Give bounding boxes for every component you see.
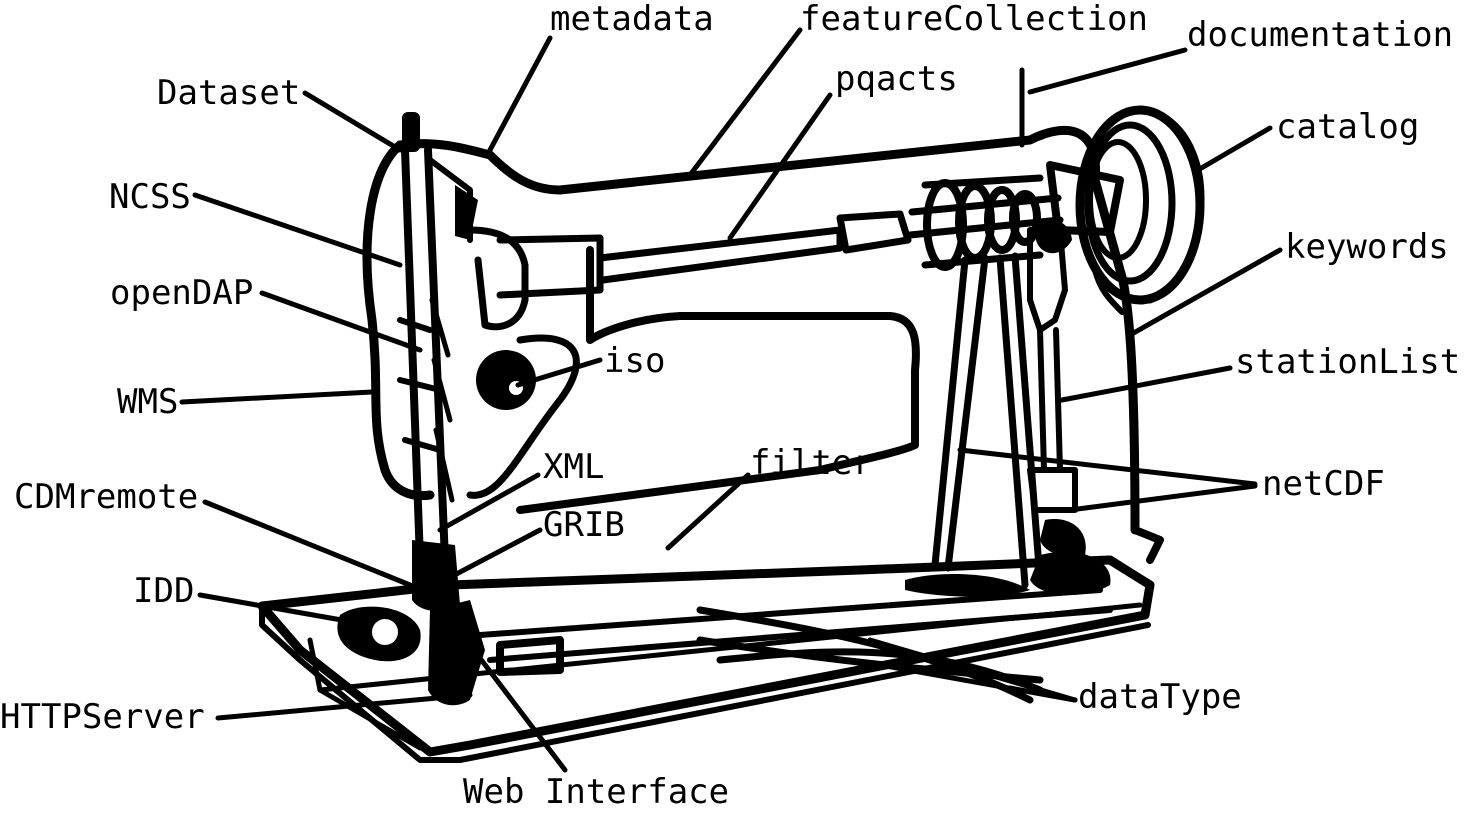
leader-keywords (1127, 247, 1283, 338)
label-dataset: Dataset (157, 73, 301, 113)
leader-documentation (1027, 47, 1188, 95)
leader-idd (197, 592, 373, 628)
label-cdmremote: CDMremote (14, 477, 199, 517)
label-httpServer: HTTPServer (0, 697, 205, 737)
leader-netcdf-1 (957, 447, 1258, 487)
label-pqacts: pqacts (835, 59, 958, 99)
label-wms: WMS (117, 382, 179, 422)
label-filter: filter (750, 443, 873, 483)
leader-datatype-3 (1007, 685, 1078, 703)
label-stationList: stationList (1235, 342, 1461, 382)
leader-catalog (1195, 125, 1273, 173)
label-opendap: openDAP (110, 273, 254, 313)
needle-head (397, 112, 604, 706)
label-webInterface: Web Interface (463, 772, 730, 812)
leader-netcdf-2 (1067, 483, 1258, 513)
label-ncss: NCSS (109, 177, 191, 217)
label-catalog: catalog (1276, 107, 1420, 147)
label-xml: XML (543, 447, 605, 487)
leader-pqacts (727, 92, 833, 241)
label-idd: IDD (133, 571, 195, 611)
leader-datatype-1 (867, 637, 1078, 703)
label-documentation: documentation (1187, 15, 1454, 55)
label-dataType: dataType (1078, 677, 1242, 717)
label-keywords: keywords (1285, 227, 1449, 267)
label-netcdf: netCDF (1262, 464, 1385, 504)
leader-dataset (302, 90, 403, 153)
leader-grib (442, 527, 543, 583)
drive-belts (931, 252, 1044, 589)
label-iso: iso (604, 341, 666, 381)
leader-cdmremote (202, 499, 413, 588)
leader-stationList (1059, 365, 1233, 403)
leader-wms (179, 389, 375, 405)
leader-xml (437, 472, 541, 533)
leader-ncss (192, 192, 403, 268)
leader-filter (665, 472, 751, 551)
bobbin-spindle (1019, 67, 1078, 513)
leader-httpserver (215, 692, 473, 721)
label-grib: GRIB (543, 505, 625, 545)
balance-wheel (1075, 105, 1205, 305)
leader-opendap (259, 290, 423, 353)
machine-base (257, 519, 1155, 763)
leader-webinterface (467, 642, 568, 773)
leader-lines (179, 27, 1283, 773)
leader-featureCollection (687, 27, 803, 178)
label-metadata: metadata (550, 0, 714, 39)
leader-iso (515, 357, 603, 388)
label-featureCollection: featureCollection (800, 0, 1148, 39)
leader-metadata (487, 35, 553, 153)
